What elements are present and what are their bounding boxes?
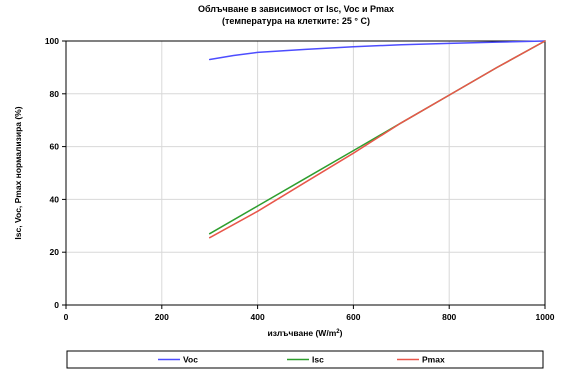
legend-label-isc: Isc: [312, 355, 324, 365]
x-tick-label: 400: [251, 312, 265, 322]
y-axis-title: Isc, Voc, Pmax нормализира (%): [13, 106, 23, 239]
x-tick-label: 200: [155, 312, 169, 322]
x-tick-label: 600: [346, 312, 360, 322]
series-lines: [208, 40, 546, 239]
x-tick-label: 1000: [536, 312, 555, 322]
axis-ticks: 0 200 400 600 800 1000 0 20 40 60 80 100: [45, 36, 555, 322]
x-axis-title: излъчване (W/m2): [268, 328, 343, 338]
y-tick-label: 80: [50, 89, 60, 99]
grid: [66, 41, 545, 305]
y-tick-label: 20: [50, 247, 60, 257]
y-tick-label: 0: [54, 300, 59, 310]
plot-area-frame: [65, 40, 546, 306]
legend-label-pmax: Pmax: [422, 355, 445, 365]
series-line-voc: [208, 40, 546, 61]
y-tick-label: 60: [50, 142, 60, 152]
x-tick-label: 800: [442, 312, 456, 322]
legend-label-voc: Voc: [183, 355, 198, 365]
x-tick-label: 0: [64, 312, 69, 322]
y-tick-label: 40: [50, 194, 60, 204]
chart-subtitle: (температура на клетките: 25 ° C): [222, 16, 370, 26]
legend: Voc Isc Pmax: [158, 355, 445, 365]
series-line-pmax: [208, 40, 546, 239]
y-tick-label: 100: [45, 36, 59, 46]
chart-title: Облъчване в зависимост от Isc, Voc и Pma…: [198, 4, 394, 14]
